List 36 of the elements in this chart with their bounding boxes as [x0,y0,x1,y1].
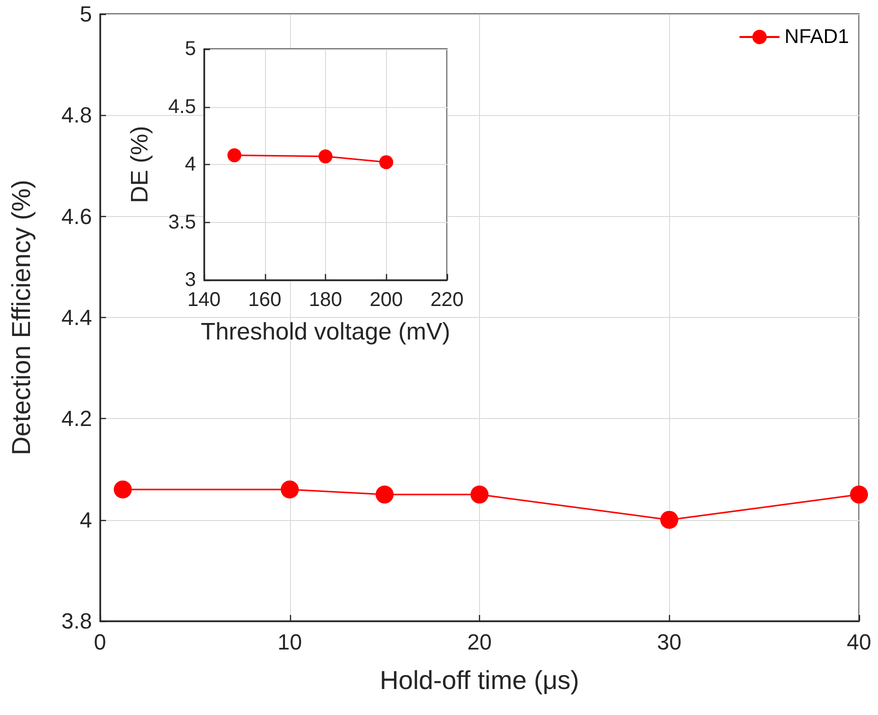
x-axis-title: Hold-off time (μs) [380,665,580,695]
point [376,486,394,504]
y-tick-label: 3.5 [168,211,196,234]
y-axis-title: Detection Efficiency (%) [6,180,36,456]
point [379,155,394,170]
x-tick-label: 10 [278,630,302,654]
y-tick-label: 5 [80,2,92,26]
point [280,480,299,498]
x-axis-title: Threshold voltage (mV) [200,318,450,346]
y-tick-label: 3 [184,269,196,291]
point [850,486,868,504]
point [114,480,132,498]
y-tick-label: 4.6 [61,204,92,229]
x-tick-label: 160 [248,289,282,311]
point [660,510,678,529]
x-tick-label: 200 [370,289,403,311]
point [227,148,242,162]
y-tick-label: 4.8 [61,102,92,128]
x-tick-label: 180 [308,289,342,311]
y-tick-label: 4.5 [168,96,196,118]
y-tick-label: 4.4 [61,305,92,330]
y-axis-title: DE (%) [126,126,154,204]
x-tick-label: 20 [467,630,492,654]
legend-label: NFAD1 [784,26,850,48]
x-tick-label: 220 [430,289,464,311]
x-tick-label: 140 [187,289,221,311]
y-tick-label: 4 [80,507,92,532]
point [318,149,332,164]
y-tick-label: 4.2 [61,406,92,432]
point [470,486,488,504]
y-tick-label: 4 [184,154,196,176]
x-tick-label: 40 [846,630,872,654]
x-tick-label: 0 [94,630,106,654]
x-tick-label: 30 [657,630,682,654]
y-tick-label: 5 [184,38,196,60]
y-tick-label: 3.8 [61,608,92,634]
